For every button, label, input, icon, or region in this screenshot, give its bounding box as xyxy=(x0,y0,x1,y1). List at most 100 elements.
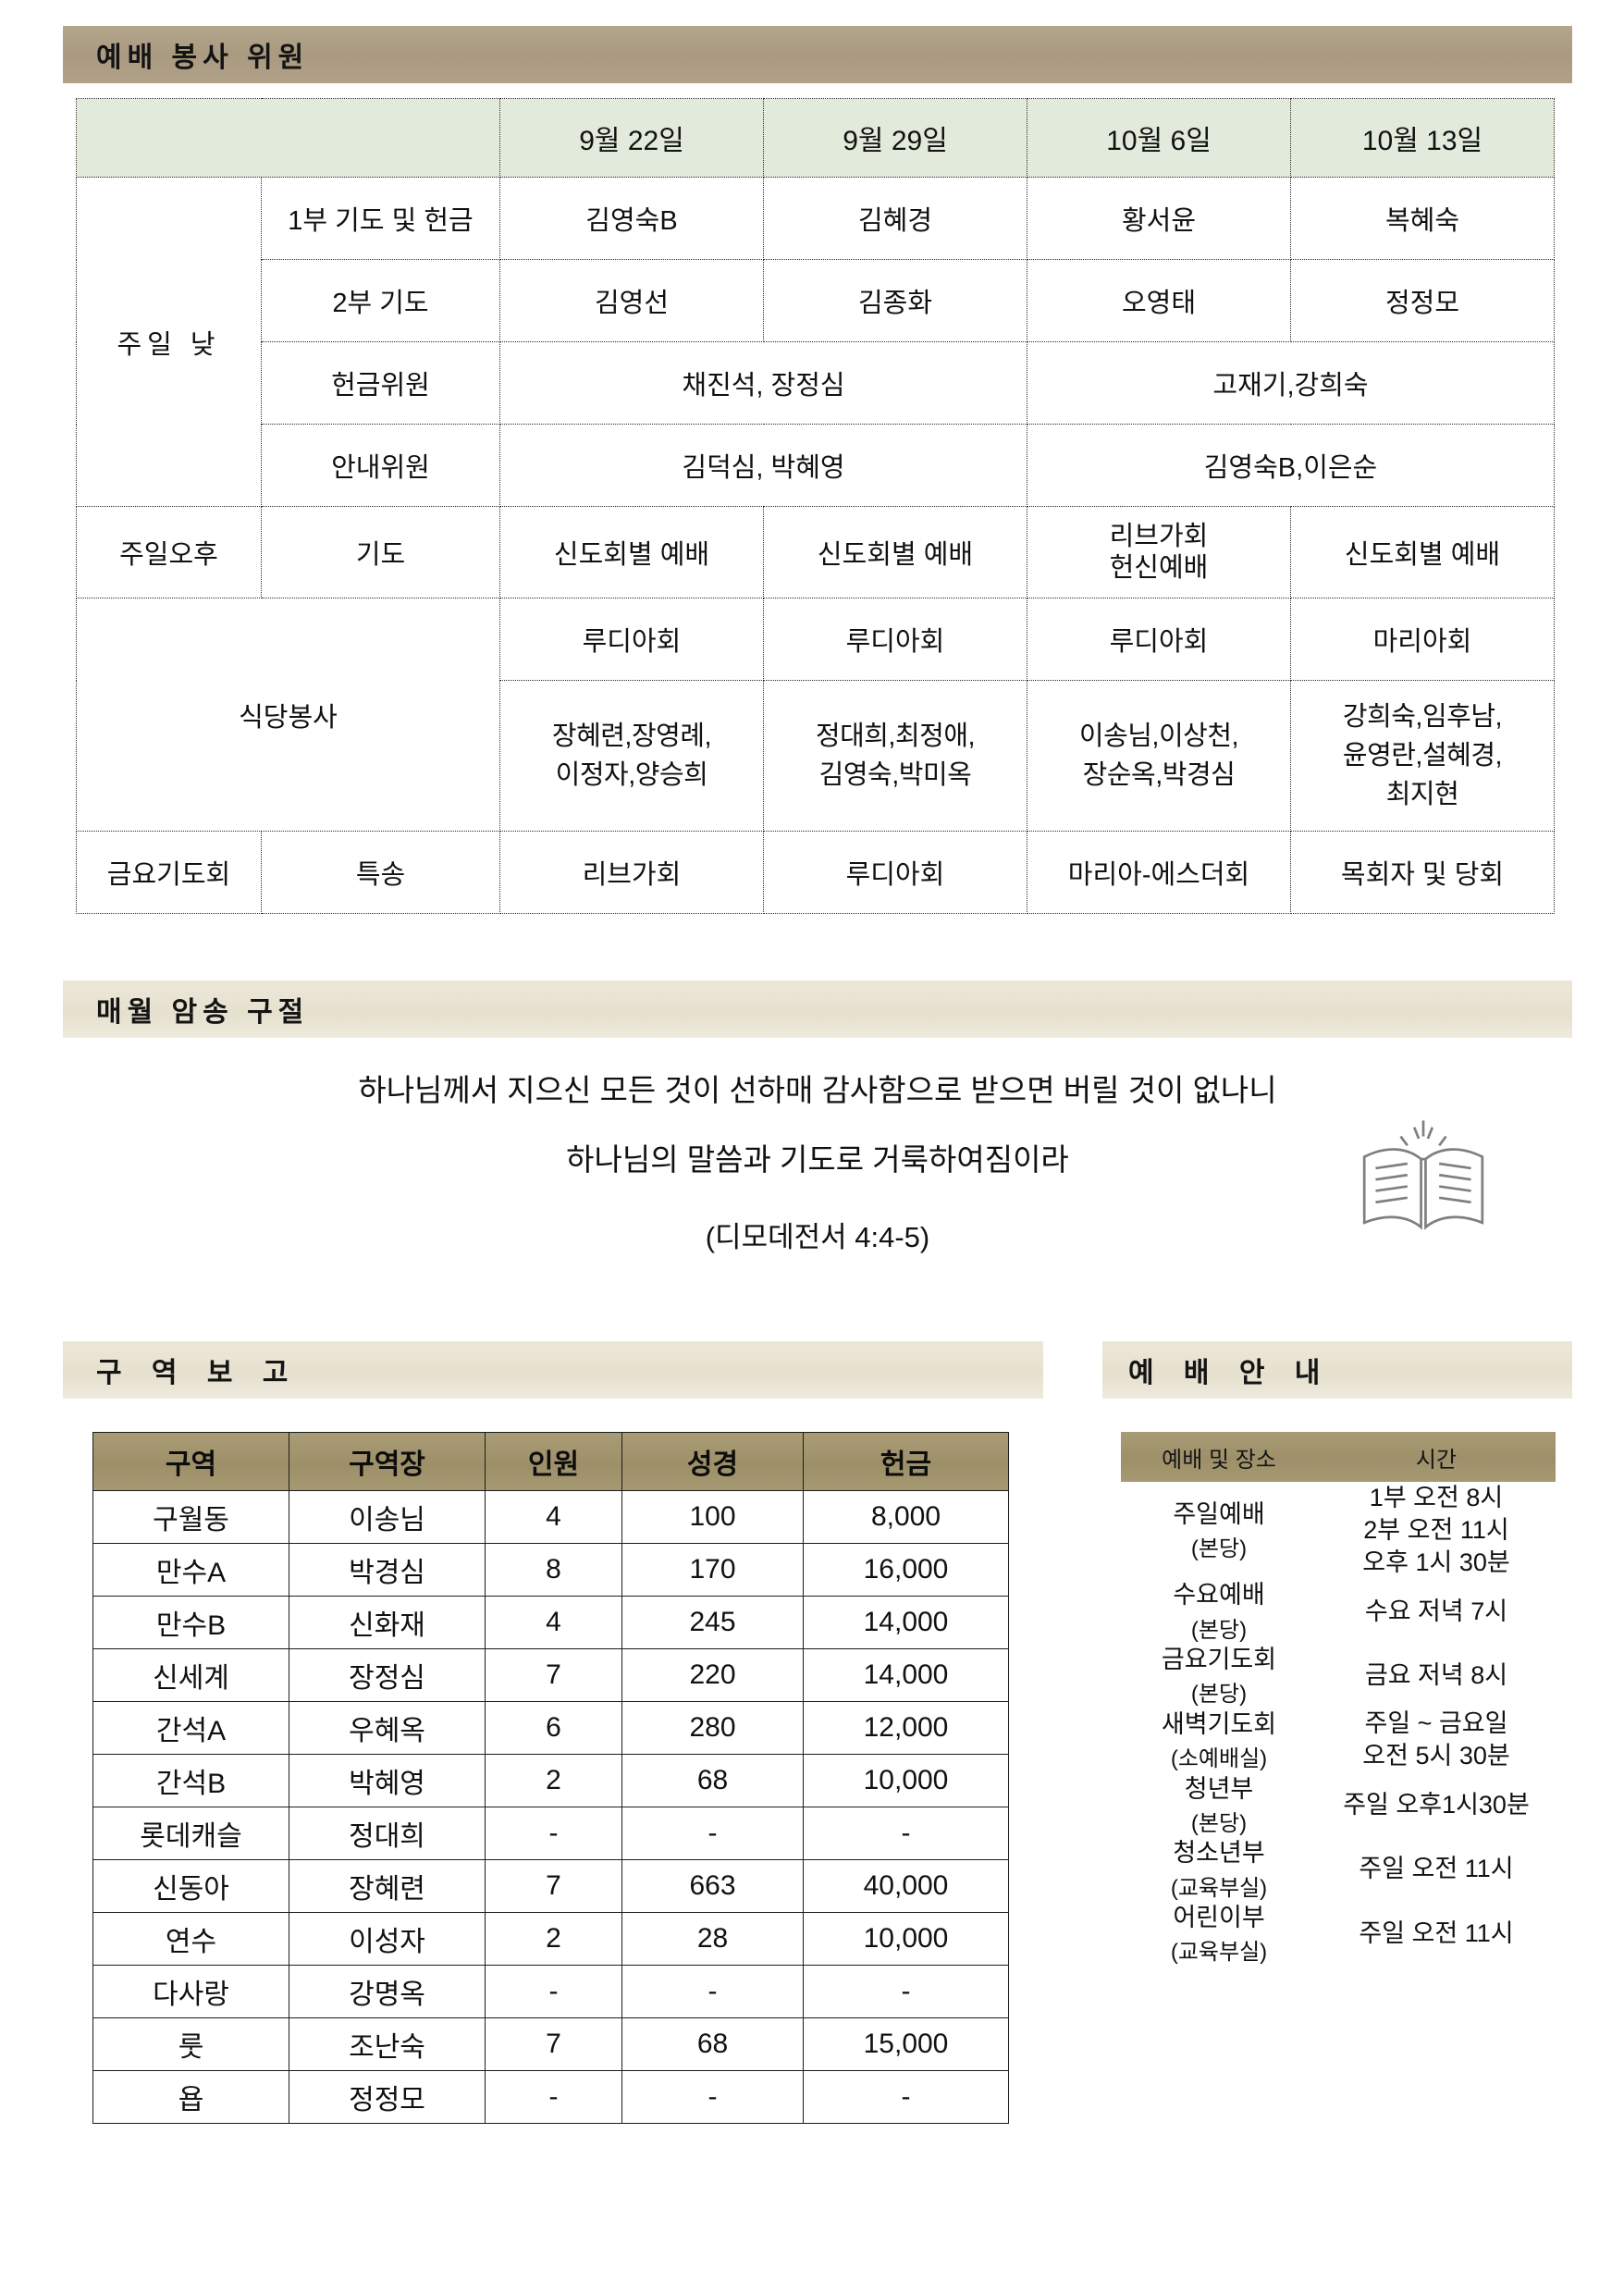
table-row: 청소년부 (교육부실) 주일 오전 11시 xyxy=(1121,1837,1556,1902)
district-offering-cell: - xyxy=(803,1965,1009,2018)
district-offering-cell: 10,000 xyxy=(803,1912,1009,1966)
table-row: 주일오후 기도 신도회별 예배 신도회별 예배 리브가회 헌신예배 신도회별 예… xyxy=(76,506,1555,598)
dining-names-cell: 이송님,이상천, 장순옥,박경심 xyxy=(1027,680,1291,832)
table-row: 간석B 박혜영 2 68 10,000 xyxy=(92,1754,1009,1807)
header-leader: 구역장 xyxy=(289,1432,486,1491)
header-count: 인원 xyxy=(485,1432,622,1491)
assignment-cell: 마리아-에스더회 xyxy=(1027,831,1291,914)
role-label: 2부 기도 xyxy=(261,259,500,342)
role-label: 특송 xyxy=(261,831,500,914)
assignment-cell: 황서윤 xyxy=(1027,177,1291,260)
table-row: 식당봉사 루디아회 루디아회 루디아회 마리아회 xyxy=(76,598,1555,832)
district-count-cell: 8 xyxy=(485,1543,622,1597)
district-offering-cell: 14,000 xyxy=(803,1648,1009,1702)
worship-guide-banner: 예 배 안 내 xyxy=(1102,1341,1572,1399)
district-count-cell: 7 xyxy=(485,2017,622,2071)
district-count-cell: - xyxy=(485,2070,622,2124)
table-row: 금요기도회 (본당) 금요 저녁 8시 xyxy=(1121,1644,1556,1708)
worship-committee-table: 9월 22일 9월 29일 10월 6일 10월 13일 주일 낮 1부 기도 … xyxy=(76,98,1555,914)
service-name: 주일예배 xyxy=(1173,1499,1265,1528)
table-row: 수요예배 (본당) 수요 저녁 7시 xyxy=(1121,1579,1556,1644)
service-name: 청년부 xyxy=(1184,1774,1254,1803)
service-name: 새벽기도회 xyxy=(1161,1709,1277,1738)
district-leader-cell: 장혜련 xyxy=(289,1859,486,1913)
service-time: 1부 오전 8시 xyxy=(1369,1484,1504,1511)
district-bible-cell: 220 xyxy=(621,1648,804,1702)
table-row: 새벽기도회 (소예배실) 주일 ~ 금요일 오전 5시 30분 xyxy=(1121,1708,1556,1772)
district-bible-cell: 68 xyxy=(621,2017,804,2071)
service-time-cell: 주일 오후1시30분 xyxy=(1317,1773,1556,1838)
district-offering-cell: 14,000 xyxy=(803,1596,1009,1649)
district-bible-cell: 245 xyxy=(621,1596,804,1649)
verse-line-1: 하나님께서 지으신 모든 것이 선하매 감사함으로 받으면 버릴 것이 없나니 xyxy=(358,1073,1277,1107)
worship-committee-banner: 예배 봉사 위원 xyxy=(63,26,1572,83)
service-place: (본당) xyxy=(1190,1617,1248,1643)
district-name-cell: 만수A xyxy=(92,1543,289,1597)
district-bible-cell: 280 xyxy=(621,1701,804,1755)
table-row: 연수 이성자 2 28 10,000 xyxy=(92,1912,1009,1966)
district-bible-cell: - xyxy=(621,2070,804,2124)
assignment-cell: 루디아회 xyxy=(763,831,1027,914)
district-bible-cell: 663 xyxy=(621,1859,804,1913)
table-row: 2부 기도 김영선 김종화 오영태 정정모 xyxy=(77,259,1555,342)
service-name: 수요예배 xyxy=(1173,1581,1265,1610)
header-offering: 헌금 xyxy=(803,1432,1009,1491)
table-row: 신동아 장혜련 7 663 40,000 xyxy=(92,1859,1009,1913)
service-place-cell: 금요기도회 (본당) xyxy=(1121,1644,1317,1708)
role-label: 안내위원 xyxy=(261,424,500,507)
header-date-2: 9월 29일 xyxy=(763,98,1027,178)
table-row: 금요기도회 특송 리브가회 루디아회 마리아-에스더회 목회자 및 당회 xyxy=(76,831,1555,914)
table-header-row: 예배 및 장소 시간 xyxy=(1121,1432,1556,1482)
district-report-title: 구 역 보 고 xyxy=(96,1358,300,1388)
service-name: 청소년부 xyxy=(1173,1839,1265,1868)
service-place-cell: 청소년부 (교육부실) xyxy=(1121,1837,1317,1902)
service-time: 오후 1시 30분 xyxy=(1362,1548,1510,1577)
district-report-table: 구역 구역장 인원 성경 헌금 구월동 이송님 4 100 8,000 만수A 박경심 8 17… xyxy=(92,1432,1009,2124)
district-count-cell: - xyxy=(485,1807,622,1860)
assignment-cell: 김영선 xyxy=(499,259,764,342)
service-time-cell: 수요 저녁 7시 xyxy=(1317,1579,1556,1644)
district-offering-cell: 15,000 xyxy=(803,2017,1009,2071)
header-bible: 성경 xyxy=(621,1432,804,1491)
role-label: 기도 xyxy=(261,506,500,598)
service-time: 주일 ~ 금요일 xyxy=(1364,1709,1508,1738)
table-row: 장혜련,장영례, 이정자,양승희 정대희,최정애, 김영숙,박미옥 이송님,이상천,… xyxy=(77,680,1555,832)
district-name-cell: 연수 xyxy=(92,1912,289,1966)
service-time: 금요 저녁 8시 xyxy=(1364,1661,1508,1690)
district-leader-cell: 이송님 xyxy=(289,1490,486,1544)
service-place-cell: 어린이부 (교육부실) xyxy=(1121,1902,1317,1967)
district-report-banner: 구 역 보 고 xyxy=(63,1341,1043,1399)
verse-reference: (디모데전서 4:4-5) xyxy=(705,1221,930,1253)
district-bible-cell: - xyxy=(621,1807,804,1860)
district-name-cell: 신세계 xyxy=(92,1648,289,1702)
assignment-cell: 복혜숙 xyxy=(1290,177,1555,260)
service-place-cell: 청년부 (본당) xyxy=(1121,1773,1317,1838)
open-book-icon xyxy=(1362,1120,1484,1230)
district-count-cell: 6 xyxy=(485,1701,622,1755)
district-offering-cell: 8,000 xyxy=(803,1490,1009,1544)
service-place-cell: 주일예배 (본당) xyxy=(1121,1482,1317,1579)
memory-verse-banner: 매월 암송 구절 xyxy=(63,980,1572,1038)
service-time-cell: 1부 오전 8시 2부 오전 11시 오후 1시 30분 xyxy=(1317,1482,1556,1579)
table-row: 안내위원 김덕심, 박혜영 김영숙B,이은순 xyxy=(77,424,1555,507)
district-name-cell: 구월동 xyxy=(92,1490,289,1544)
table-row: 욥 정정모 - - - xyxy=(92,2070,1009,2124)
header-service-place: 예배 및 장소 xyxy=(1121,1432,1317,1482)
service-time-cell: 주일 ~ 금요일 오전 5시 30분 xyxy=(1317,1708,1556,1772)
district-count-cell: 4 xyxy=(485,1596,622,1649)
district-offering-cell: 10,000 xyxy=(803,1754,1009,1807)
assignment-cell: 신도회별 예배 xyxy=(1290,506,1555,598)
table-row: 롯데캐슬 정대희 - - - xyxy=(92,1807,1009,1860)
memory-verse-body: 하나님께서 지으신 모든 것이 선하매 감사함으로 받으면 버릴 것이 없나니 … xyxy=(63,1075,1572,1255)
district-leader-cell: 우혜옥 xyxy=(289,1701,486,1755)
table-row: 헌금위원 채진석, 장정심 고재기,강희숙 xyxy=(77,341,1555,425)
dining-group-cell: 루디아회 xyxy=(499,598,764,681)
service-place: (본당) xyxy=(1190,1536,1248,1562)
service-time: 주일 오전 11시 xyxy=(1359,1855,1514,1883)
worship-committee-section: 예배 봉사 위원 9월 22일 9월 29일 10월 6일 10월 13일 주일… xyxy=(63,26,1572,914)
table-row: 만수B 신화재 4 245 14,000 xyxy=(92,1596,1009,1649)
table-header-row: 9월 22일 9월 29일 10월 6일 10월 13일 xyxy=(76,98,1555,178)
assignment-cell-merged: 고재기,강희숙 xyxy=(1027,341,1555,425)
district-bible-cell: 68 xyxy=(621,1754,804,1807)
header-district: 구역 xyxy=(92,1432,289,1491)
